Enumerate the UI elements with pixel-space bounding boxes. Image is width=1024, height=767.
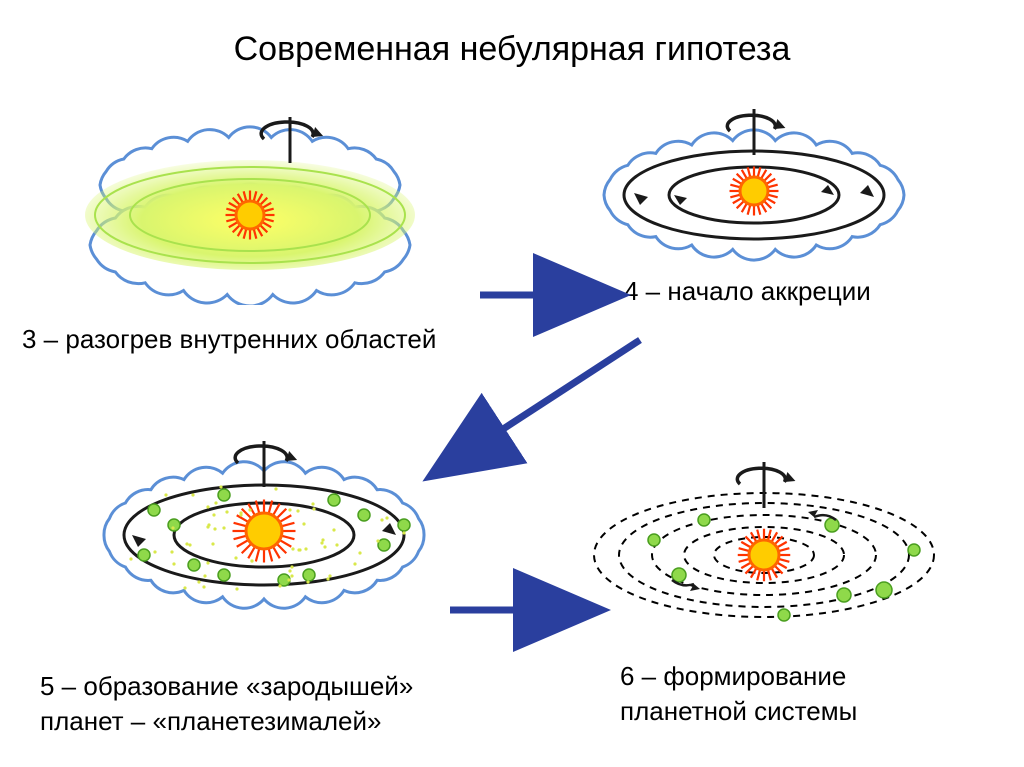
stage-6-planetary-system <box>584 440 944 640</box>
caption-stage-5a: 5 – образование «зародышей» <box>40 670 413 704</box>
page-title: Современная небулярная гипотеза <box>0 30 1024 69</box>
stage-5-planetesimals <box>84 415 444 625</box>
caption-stage-3: 3 – разогрев внутренних областей <box>22 323 436 357</box>
caption-stage-6a: 6 – формирование <box>620 660 846 694</box>
stage-3-nebula <box>60 95 440 305</box>
stage-4-accretion <box>584 95 924 265</box>
caption-stage-5b: планет – «планетезималей» <box>40 705 382 739</box>
caption-stage-6b: планетной системы <box>620 695 857 729</box>
caption-stage-4: 4 – начало аккреции <box>624 275 871 309</box>
